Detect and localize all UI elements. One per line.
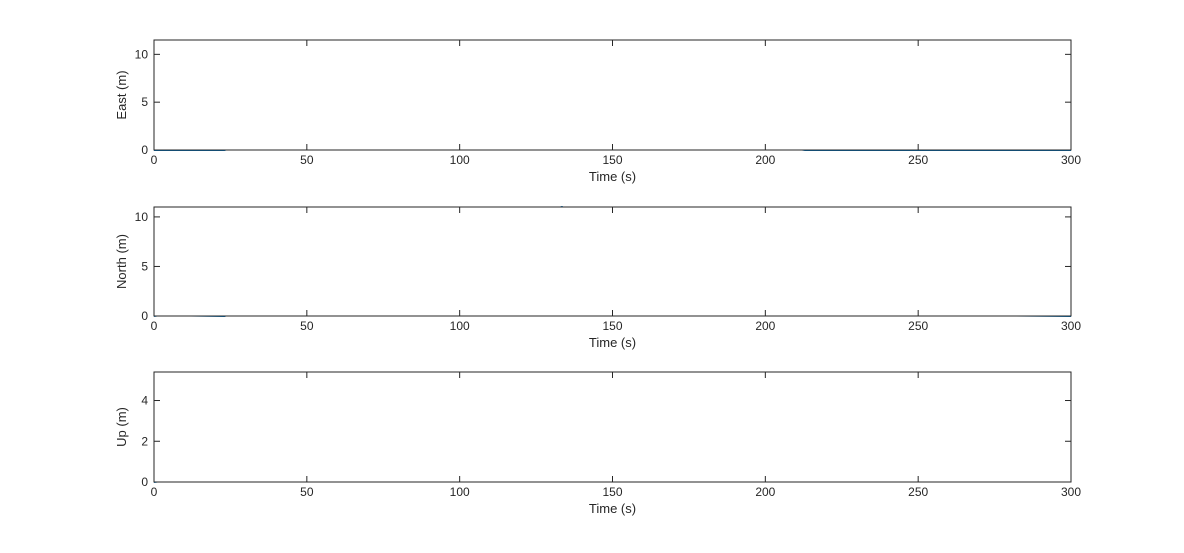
axes-box (153, 371, 1072, 483)
x-tick-label: 250 (908, 485, 928, 499)
x-tick-label: 150 (602, 485, 622, 499)
x-tick-label: 100 (450, 485, 470, 499)
y-axis-title: Up (m) (114, 407, 129, 447)
y-tick-label: 10 (135, 210, 149, 224)
x-tick-label: 100 (450, 153, 470, 167)
x-axis-title: Time (s) (589, 169, 636, 184)
x-tick-label: 150 (602, 319, 622, 333)
subplot-3: 0 50 100 150 200 250 300 0 2 4 Time (s) Up (m) (114, 371, 1081, 516)
x-tick-label: 200 (755, 485, 775, 499)
x-tick-label: 0 (151, 319, 158, 333)
x-tick-label: 250 (908, 319, 928, 333)
y-tick-label: 0 (141, 475, 148, 489)
x-tick-label: 300 (1061, 153, 1081, 167)
axes-box (153, 39, 1072, 151)
y-tick-label: 5 (141, 259, 148, 273)
y-tick-label: 0 (141, 309, 148, 323)
x-tick-label: 200 (755, 153, 775, 167)
y-tick-label: 0 (141, 143, 148, 157)
y-axis-title: North (m) (114, 234, 129, 289)
x-axis-title: Time (s) (589, 501, 636, 516)
subplot-1: TakeoffIssuedRTBIssuedBaseReached0501001… (114, 39, 1081, 184)
y-tick-label: 4 (141, 394, 148, 408)
subplot-2: TakeoffCompleteBeginPreprogrammedFlight0… (114, 206, 1081, 350)
x-tick-label: 0 (151, 153, 158, 167)
x-tick-label: 150 (602, 153, 622, 167)
x-tick-label: 50 (300, 485, 314, 499)
x-tick-label: 200 (755, 319, 775, 333)
x-tick-label: 250 (908, 153, 928, 167)
y-tick-label: 5 (141, 95, 148, 109)
y-tick-label: 2 (141, 434, 148, 448)
x-tick-label: 50 (300, 153, 314, 167)
x-tick-label: 300 (1061, 319, 1081, 333)
x-axis-title: Time (s) (589, 335, 636, 350)
axes-box (153, 206, 1072, 317)
x-tick-label: 100 (450, 319, 470, 333)
x-tick-label: 0 (151, 485, 158, 499)
x-tick-label: 300 (1061, 485, 1081, 499)
y-tick-label: 10 (135, 47, 149, 61)
x-tick-label: 50 (300, 319, 314, 333)
y-axis-title: East (m) (114, 70, 129, 119)
